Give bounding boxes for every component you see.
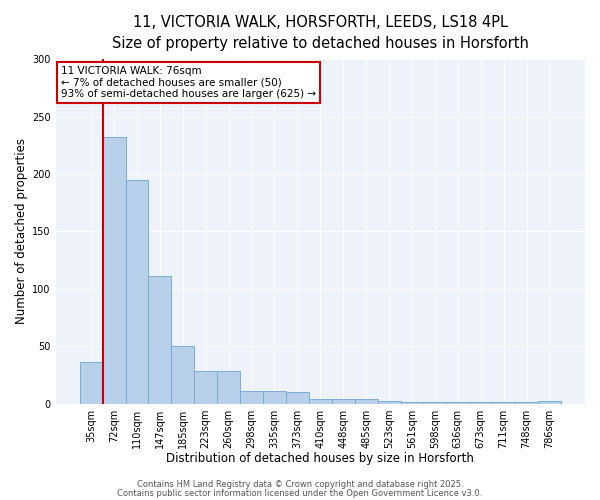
Bar bbox=[286, 392, 309, 404]
Bar bbox=[240, 391, 263, 404]
Text: Contains public sector information licensed under the Open Government Licence v3: Contains public sector information licen… bbox=[118, 488, 482, 498]
Bar bbox=[424, 402, 446, 404]
Bar bbox=[401, 402, 424, 404]
Bar bbox=[446, 402, 469, 404]
Bar bbox=[148, 276, 172, 404]
Bar bbox=[217, 372, 240, 404]
Text: 11 VICTORIA WALK: 76sqm
← 7% of detached houses are smaller (50)
93% of semi-det: 11 VICTORIA WALK: 76sqm ← 7% of detached… bbox=[61, 66, 316, 99]
Bar bbox=[194, 372, 217, 404]
Bar bbox=[309, 399, 332, 404]
Bar bbox=[263, 391, 286, 404]
Bar bbox=[125, 180, 148, 404]
Bar bbox=[538, 402, 561, 404]
Title: 11, VICTORIA WALK, HORSFORTH, LEEDS, LS18 4PL
Size of property relative to detac: 11, VICTORIA WALK, HORSFORTH, LEEDS, LS1… bbox=[112, 15, 529, 51]
X-axis label: Distribution of detached houses by size in Horsforth: Distribution of detached houses by size … bbox=[166, 452, 474, 465]
Text: Contains HM Land Registry data © Crown copyright and database right 2025.: Contains HM Land Registry data © Crown c… bbox=[137, 480, 463, 489]
Bar bbox=[469, 402, 492, 404]
Bar bbox=[492, 402, 515, 404]
Bar bbox=[355, 399, 377, 404]
Bar bbox=[377, 402, 401, 404]
Bar bbox=[172, 346, 194, 404]
Bar bbox=[332, 399, 355, 404]
Bar bbox=[80, 362, 103, 404]
Bar bbox=[103, 137, 125, 404]
Y-axis label: Number of detached properties: Number of detached properties bbox=[15, 138, 28, 324]
Bar bbox=[515, 402, 538, 404]
